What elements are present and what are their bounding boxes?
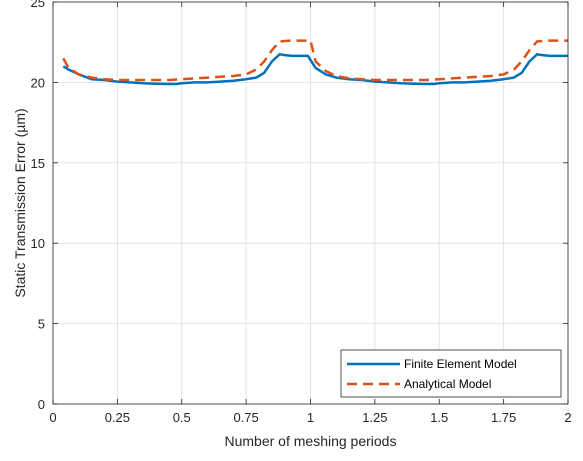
x-tick-label: 1 xyxy=(307,410,314,425)
y-tick-label: 25 xyxy=(31,0,45,10)
legend-label-finite-element: Finite Element Model xyxy=(404,357,517,371)
x-tick-label: 1.25 xyxy=(362,410,387,425)
x-tick-label: 1.5 xyxy=(430,410,448,425)
series-line-analytical xyxy=(62,39,568,82)
x-tick-label: 2 xyxy=(564,410,571,425)
x-tick-label: 0.25 xyxy=(105,410,130,425)
x-tick-label: 1.75 xyxy=(491,410,516,425)
ticks xyxy=(52,1,569,405)
y-tick-label: 0 xyxy=(38,397,45,412)
y-tick-label: 5 xyxy=(38,317,45,332)
y-axis-label: Static Transmission Error (µm) xyxy=(12,108,28,297)
legend: Finite Element Model Analytical Model xyxy=(340,349,562,398)
x-tick-label: 0 xyxy=(49,410,56,425)
x-tick-label: 0.5 xyxy=(173,410,191,425)
legend-label-analytical: Analytical Model xyxy=(404,377,491,391)
y-tick-label: 15 xyxy=(31,156,45,171)
x-tick-label: 0.75 xyxy=(233,410,258,425)
y-tick-label: 10 xyxy=(31,236,45,251)
y-tick-label: 20 xyxy=(31,75,45,90)
legend-box xyxy=(340,349,562,398)
series-line-finite-element xyxy=(62,53,568,86)
grid xyxy=(52,1,569,405)
x-axis-label: Number of meshing periods xyxy=(225,433,397,449)
series-lines xyxy=(62,39,568,86)
